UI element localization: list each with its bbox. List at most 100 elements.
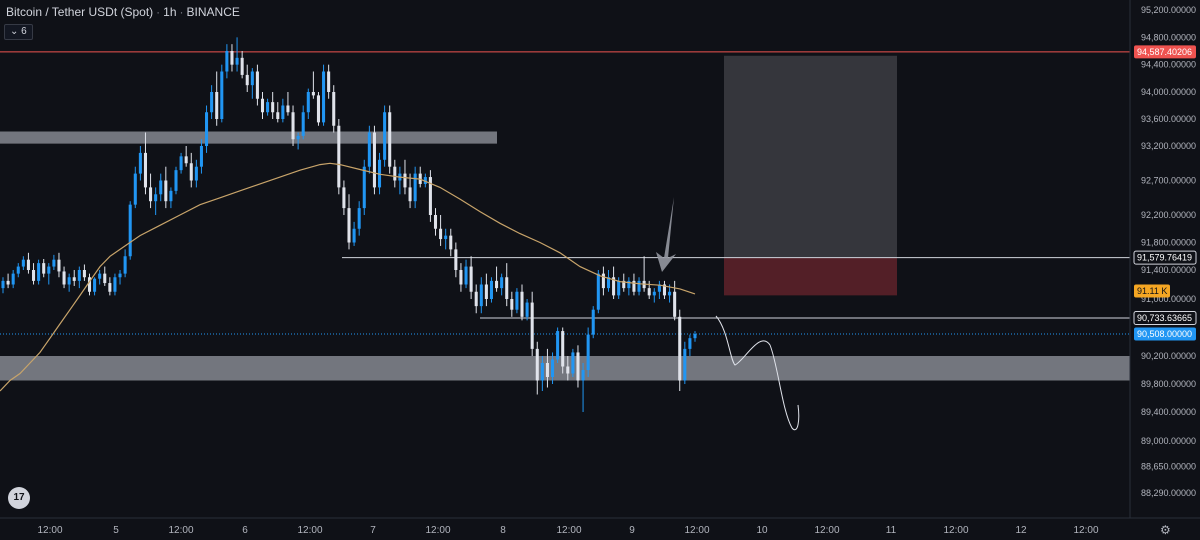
candle-body [571,352,575,374]
exchange-label: BINANCE [186,5,240,19]
candle [159,173,163,202]
candle-body [617,280,621,296]
candle [87,273,92,296]
candle [16,263,20,278]
candle-body [311,92,315,96]
price-tag-ma-value [1134,284,1170,298]
candle [57,252,61,278]
candle [362,159,366,215]
price-tag-text-ma-value: 91.11 K [1137,286,1167,296]
candle [32,263,36,285]
price-tag-text-level-upper: 91,579.76419 [1137,253,1192,263]
header-separator-2: · [179,5,184,19]
candle-body [347,208,351,243]
candle-body [683,348,687,381]
x-tick-label: 12:00 [1073,525,1098,536]
candle [26,252,30,274]
indicators-toggle[interactable]: ⌄ 6 [4,24,33,40]
candle [398,166,402,195]
candle-body [464,266,468,285]
candle-body [87,277,92,292]
candles-group [1,37,697,412]
candle-body [551,359,555,377]
candle-body [367,132,371,167]
candle-body [581,370,585,381]
candle [210,85,214,119]
candle [484,273,488,307]
candle [479,277,483,314]
candle [322,64,326,126]
candle-body [505,277,509,299]
candle-body [510,299,514,310]
candle-body [606,277,611,289]
tradingview-logo-icon[interactable]: 17 [8,487,30,509]
x-tick-label: 12:00 [168,525,193,536]
candle [281,98,285,123]
candle [505,263,509,307]
x-tick-label: 10 [756,525,768,536]
candle-body [123,256,127,274]
candle-body [362,166,366,209]
candle-body [11,273,15,285]
candle [408,173,412,209]
candle [179,152,183,174]
candle [255,64,259,106]
candle [525,299,529,321]
candle [72,270,76,286]
candle-body [306,92,310,113]
candle-body [601,273,605,289]
y-tick-label: 92,200.00000 [1141,210,1196,220]
candle [622,273,626,292]
candle-body [291,112,295,140]
candle-body [52,259,56,267]
y-tick-label: 88,650.00000 [1141,462,1196,472]
candle-body [179,156,183,171]
candle [215,71,219,126]
candle-body [21,259,25,267]
candle [250,68,254,99]
candle-body [32,270,36,281]
candle [683,341,687,384]
candle-body [103,273,107,284]
candle [571,348,575,377]
candle [220,64,224,123]
header-separator-1: · [156,5,161,19]
x-tick-label: 5 [113,525,119,536]
x-tick-label: 12:00 [297,525,322,536]
candle [1,277,5,294]
symbol-header[interactable]: Bitcoin / Tether USDt (Spot) · 1h · BINANCE [6,5,240,19]
gear-icon[interactable]: ⚙ [1160,523,1171,537]
candle [271,92,275,119]
candle [47,263,51,285]
candle [6,273,10,289]
candle [388,105,392,174]
candle-body [459,270,463,285]
candle [693,331,697,342]
candle-body [189,163,193,181]
candle [606,270,611,292]
x-tick-label: 12:00 [425,525,450,536]
candle [98,270,102,285]
candle [332,85,336,133]
candle-body [454,249,458,270]
candle [428,170,432,222]
candle [561,327,565,374]
y-tick-label: 89,000.00000 [1141,436,1196,446]
price-tag-resistance [1134,45,1196,59]
candle-body [489,280,493,299]
candle-body [47,266,51,274]
candle [551,352,555,384]
interval-label: 1h [163,5,177,19]
y-tick-label: 91,400.00000 [1141,265,1196,275]
candle [601,266,605,296]
candle [108,277,112,296]
candle [433,208,438,236]
candle [444,228,448,250]
candle-body [301,112,305,136]
candle [540,356,544,391]
candle [489,277,493,303]
candle-body [495,280,499,289]
candle [266,98,270,116]
